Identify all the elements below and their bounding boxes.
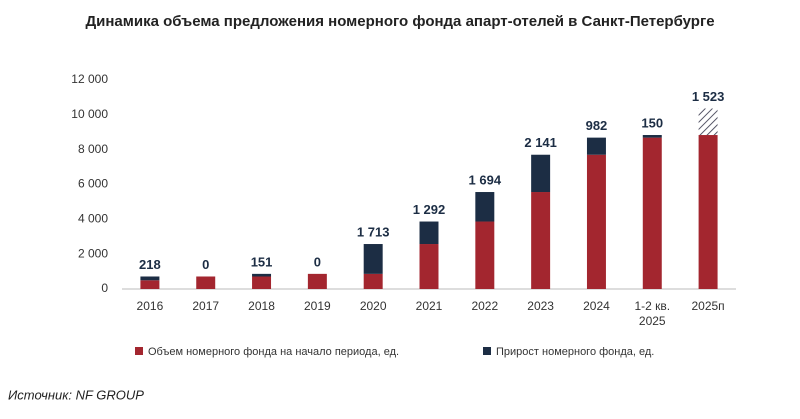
bar-segment	[475, 192, 495, 222]
bar-segment	[642, 137, 662, 289]
bar-segment	[252, 273, 272, 277]
x-tick-label: 1-2 кв. 2025	[634, 299, 671, 328]
bar-segment	[363, 273, 383, 289]
x-tick-label: 2019	[304, 299, 331, 313]
bar-segment	[531, 154, 551, 193]
data-label: 150	[641, 115, 663, 130]
legend-label: Прирост номерного фонда, ед.	[496, 346, 654, 358]
y-tick-label: 2 000	[78, 246, 108, 260]
bar-segment	[252, 276, 272, 289]
legend-label: Объем номерного фонда на начало периода,…	[148, 346, 399, 358]
data-label: 0	[314, 254, 321, 269]
data-label: 151	[251, 254, 273, 269]
x-tick-label: 2024	[583, 299, 610, 313]
bar-segment	[307, 273, 327, 289]
bar-segment	[196, 276, 216, 289]
bar-segment	[642, 135, 662, 138]
chart-title: Динамика объема предложения номерного фо…	[85, 13, 714, 30]
bar-segment	[586, 137, 606, 155]
data-label: 2 141	[524, 135, 557, 150]
data-label: 982	[586, 118, 608, 133]
bar-segment	[419, 221, 439, 245]
x-tick-label: 2016	[136, 299, 164, 313]
x-tick-label: 2021	[415, 299, 443, 313]
data-label: 1 713	[357, 224, 390, 239]
source: Источник: NF GROUP	[8, 387, 144, 402]
data-label: 1 523	[692, 89, 725, 104]
bar-segment	[363, 244, 383, 274]
y-tick-label: 12 000	[71, 72, 108, 86]
x-tick-label: 2025п	[691, 299, 725, 313]
data-label: 0	[202, 257, 209, 272]
bar-segment	[586, 154, 606, 289]
bar-segment	[419, 244, 439, 289]
y-tick-label: 4 000	[78, 212, 108, 226]
bar-segment	[140, 276, 160, 281]
bar-segment	[475, 221, 495, 289]
data-label: 218	[139, 257, 161, 272]
x-tick-label: 2022	[471, 299, 499, 313]
y-tick-label: 6 000	[78, 177, 108, 191]
legend-swatch	[135, 347, 143, 355]
data-label: 1 694	[469, 172, 502, 187]
x-tick-label: 2017	[192, 299, 220, 313]
bar-segment	[698, 135, 718, 289]
legend-swatch	[483, 347, 491, 355]
y-tick-label: 0	[101, 281, 108, 295]
y-tick-label: 10 000	[71, 107, 108, 121]
x-tick-label: 2023	[527, 299, 554, 313]
x-tick-label: 2018	[248, 299, 275, 313]
bar-segment	[140, 280, 160, 289]
data-label: 1 292	[413, 202, 446, 217]
y-tick-label: 8 000	[78, 142, 108, 156]
bar-segment	[531, 192, 551, 289]
x-tick-label: 2020	[359, 299, 387, 313]
bar-segment	[698, 108, 718, 136]
